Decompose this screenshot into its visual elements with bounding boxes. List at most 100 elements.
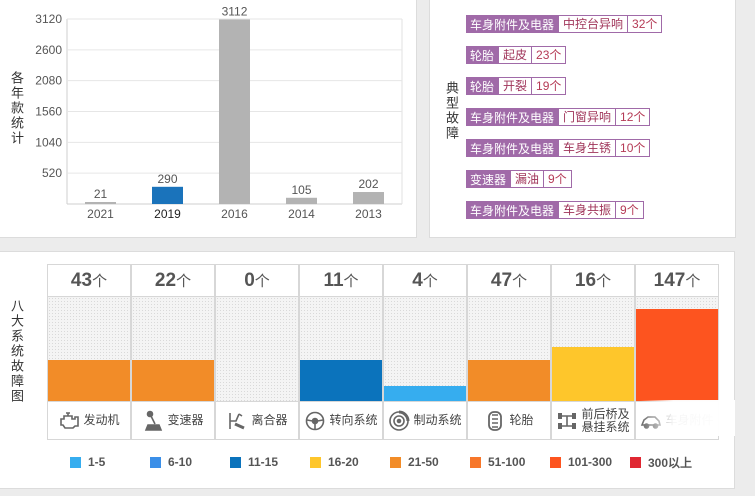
year-stats-title: 各年款统计 xyxy=(9,71,24,146)
system-label-text: 制动系统 xyxy=(413,414,461,427)
fault-category-tag: 轮胎 xyxy=(466,77,499,95)
system-count-value: 0 xyxy=(244,270,255,291)
fault-item[interactable]: 车身附件及电器 车身共振 9个 xyxy=(466,201,644,219)
year-bar-chart: 520 1040 1560 2080 2600 3120 21 2021 290 2019 3112… xyxy=(35,4,403,221)
year-bar[interactable] xyxy=(353,192,384,204)
legend-item: 101-300 xyxy=(550,454,630,470)
x-tick-label[interactable]: 2019 xyxy=(154,207,181,221)
engine-icon xyxy=(60,411,80,429)
bar-value-label: 21 xyxy=(94,187,108,201)
system-count-unit: 个 xyxy=(422,273,438,290)
system-label: 制动系统 xyxy=(384,401,466,439)
x-tick-label[interactable]: 2021 xyxy=(87,207,114,221)
system-count-value: 4 xyxy=(412,270,423,291)
system-bar-area xyxy=(48,297,130,401)
system-column[interactable]: 22个 变速器 xyxy=(131,264,215,440)
legend-swatch xyxy=(310,456,321,468)
legend-swatch xyxy=(150,456,161,468)
fade-overlay xyxy=(640,400,735,436)
y-tick-label: 2080 xyxy=(35,74,62,88)
system-count-unit: 个 xyxy=(176,273,192,290)
system-count-unit: 个 xyxy=(596,273,612,290)
fault-count-tag: 12个 xyxy=(616,108,651,126)
legend-swatch xyxy=(550,456,561,468)
system-label-text: 离合器 xyxy=(251,414,287,427)
fault-item[interactable]: 车身附件及电器 中控台异响 32个 xyxy=(466,15,663,33)
bar-value-label: 3112 xyxy=(222,4,248,18)
fault-item[interactable]: 变速器 漏油 9个 xyxy=(466,170,572,188)
eight-system-panel: 八大系统故障图 43个 发动机 22个 变速器 0个 离合器 11个 转向系统 4个 制动系统 47… xyxy=(0,251,735,489)
system-level-bar xyxy=(132,360,214,401)
system-bar-area xyxy=(132,297,214,401)
legend-swatch xyxy=(630,456,641,468)
x-tick-label[interactable]: 2016 xyxy=(221,207,248,221)
fault-count-tag: 9个 xyxy=(616,201,644,219)
year-bar[interactable] xyxy=(219,19,250,204)
system-grid: 43个 发动机 22个 变速器 0个 离合器 11个 转向系统 4个 制动系统 47个 轮胎 16个 前后… xyxy=(47,264,719,440)
bar-value-label: 290 xyxy=(157,172,177,186)
system-column[interactable]: 16个前后桥及 悬挂系统 xyxy=(551,264,635,440)
system-count: 16个 xyxy=(552,265,634,297)
fault-name-tag: 中控台异响 xyxy=(558,15,629,33)
fault-item[interactable]: 轮胎 开裂 19个 xyxy=(466,77,567,95)
x-tick-label[interactable]: 2013 xyxy=(355,207,382,221)
fault-name-tag: 门窗异响 xyxy=(558,108,617,126)
legend-item: 51-100 xyxy=(470,454,550,470)
system-bar-area xyxy=(300,297,382,401)
fault-count-tag: 19个 xyxy=(532,77,567,95)
fault-category-tag: 轮胎 xyxy=(466,46,499,64)
legend-label: 21-50 xyxy=(408,455,439,469)
fault-name-tag: 车身共振 xyxy=(558,201,617,219)
system-label: 轮胎 xyxy=(468,401,550,439)
system-count-value: 147 xyxy=(653,270,686,291)
system-label-line: 轮胎 xyxy=(509,413,534,427)
system-label-line: 制动系统 xyxy=(413,413,462,427)
system-count-unit: 个 xyxy=(254,273,270,290)
y-tick-label: 1040 xyxy=(35,135,62,149)
legend-swatch xyxy=(390,456,401,468)
x-tick-label[interactable]: 2014 xyxy=(288,207,315,221)
axle-icon xyxy=(558,412,577,429)
system-bar-area xyxy=(384,297,466,401)
system-count-unit: 个 xyxy=(512,273,528,290)
system-bar-area xyxy=(216,297,298,401)
year-bar[interactable] xyxy=(152,186,183,204)
legend-swatch xyxy=(230,456,241,468)
legend-swatch xyxy=(470,456,481,468)
system-label-line: 前后桥及 xyxy=(581,406,630,421)
system-label-line: 发动机 xyxy=(83,413,120,427)
fault-item[interactable]: 车身附件及电器 车身生锈 10个 xyxy=(466,139,651,157)
fault-item[interactable]: 轮胎 起皮 23个 xyxy=(466,46,567,64)
legend-label: 300以上 xyxy=(648,455,693,470)
bar-value-label: 105 xyxy=(291,183,311,197)
system-label: 发动机 xyxy=(48,401,130,439)
legend-item: 6-10 xyxy=(150,454,230,470)
system-level-bar xyxy=(384,386,466,401)
year-stats-panel: 各年款统计 520 1040 1560 2080 2600 3120 21 2021 290 20… xyxy=(0,0,417,238)
fault-category-tag: 车身附件及电器 xyxy=(466,139,559,157)
system-column[interactable]: 47个 轮胎 xyxy=(467,264,551,440)
fault-category-tag: 车身附件及电器 xyxy=(466,108,559,126)
system-count-value: 43 xyxy=(70,270,93,291)
eight-system-title: 八大系统故障图 xyxy=(9,299,24,404)
year-bar[interactable] xyxy=(286,197,317,204)
system-level-bar xyxy=(300,360,382,401)
typical-fault-panel: 典型故障 车身附件及电器 中控台异响 32个 轮胎 起皮 23个 轮胎 开裂 19个 车身附件及电… xyxy=(429,0,736,238)
system-count: 147个 xyxy=(636,265,718,297)
system-column[interactable]: 43个 发动机 xyxy=(47,264,131,440)
system-label-line: 转向系统 xyxy=(329,413,378,427)
legend-label: 16-20 xyxy=(328,455,359,469)
system-label-text: 前后桥及 悬挂系统 xyxy=(581,406,630,434)
system-label: 变速器 xyxy=(132,401,214,439)
year-bar[interactable] xyxy=(85,202,116,204)
system-column[interactable]: 0个离合器 xyxy=(215,264,299,440)
system-bar-area xyxy=(552,297,634,401)
legend-label: 11-15 xyxy=(248,455,279,469)
system-column[interactable]: 4个制动系统 xyxy=(383,264,467,440)
fault-item[interactable]: 车身附件及电器 门窗异响 12个 xyxy=(466,108,651,126)
y-tick-label: 1560 xyxy=(35,105,62,119)
legend-swatch xyxy=(70,456,81,468)
system-column[interactable]: 11个 转向系统 xyxy=(299,264,383,440)
system-level-bar xyxy=(636,309,718,401)
system-label-text: 发动机 xyxy=(83,414,119,427)
